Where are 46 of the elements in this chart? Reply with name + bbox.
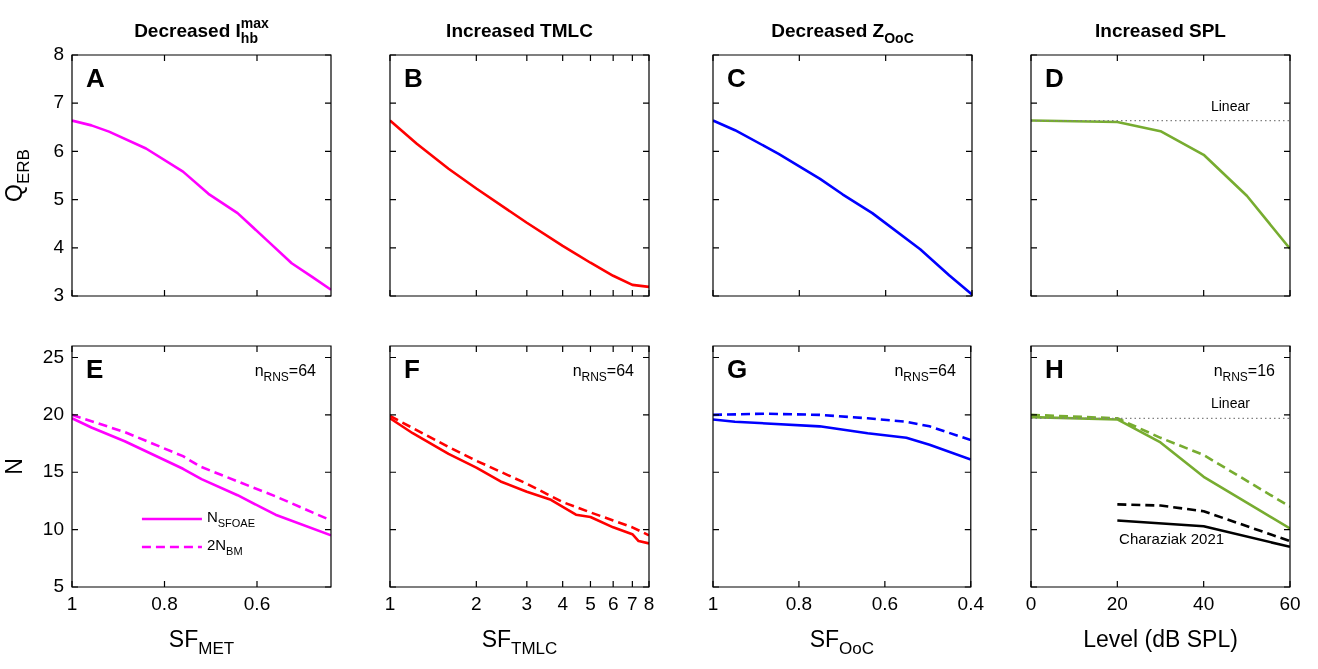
x-tick-label: 3 [521, 592, 533, 614]
y-axis-title: N [1, 458, 27, 475]
y-tick-label: 10 [42, 517, 64, 539]
x-tick-label: 1 [66, 592, 78, 614]
annotation: A [86, 63, 105, 93]
x-tick-label: 0.6 [871, 592, 899, 614]
x-tick-label: 4 [557, 592, 569, 614]
x-tick-label: 40 [1193, 592, 1215, 614]
x-tick-label: 1 [707, 592, 719, 614]
annotation: G [727, 354, 748, 384]
x-tick-label: 0.4 [957, 592, 985, 614]
chart-title: Increased SPL [1095, 20, 1227, 41]
y-tick-label: 8 [53, 43, 64, 65]
y-tick-label: 15 [42, 460, 64, 482]
y-tick-label: 6 [53, 139, 64, 161]
x-tick-label: 0.6 [243, 592, 271, 614]
annotation: Charaziak 2021 [1119, 530, 1225, 547]
x-tick-label: 0 [1025, 592, 1037, 614]
x-tick-label: 7 [627, 592, 638, 614]
ref-line-label: Linear [1210, 97, 1251, 114]
x-tick-label: 6 [607, 592, 619, 614]
y-tick-label: 20 [42, 403, 64, 425]
y-tick-label: 25 [42, 345, 64, 367]
annotation: E [86, 354, 104, 384]
annotation: D [1045, 63, 1064, 93]
annotation: C [727, 63, 746, 93]
x-tick-label: 60 [1279, 592, 1301, 614]
y-axis-title: QERB [1, 149, 33, 202]
x-axis-title: Level (dB SPL) [1083, 626, 1238, 652]
x-tick-label: 1 [384, 592, 396, 614]
x-tick-label: 20 [1106, 592, 1128, 614]
chart-title: Increased TMLC [446, 20, 594, 41]
x-tick-label: 0.8 [785, 592, 813, 614]
y-tick-label: 3 [53, 284, 64, 306]
annotation: F [404, 354, 420, 384]
x-tick-label: 8 [643, 592, 655, 614]
annotation: H [1045, 354, 1064, 384]
y-tick-label: 5 [53, 575, 64, 597]
x-tick-label: 0.8 [151, 592, 178, 614]
x-tick-label: 5 [585, 592, 596, 614]
y-tick-label: 7 [53, 91, 64, 113]
ref-line-label: Linear [1210, 395, 1251, 412]
x-tick-label: 2 [471, 592, 482, 614]
y-tick-label: 5 [53, 187, 64, 209]
y-tick-label: 4 [53, 236, 65, 258]
annotation: B [404, 63, 423, 93]
